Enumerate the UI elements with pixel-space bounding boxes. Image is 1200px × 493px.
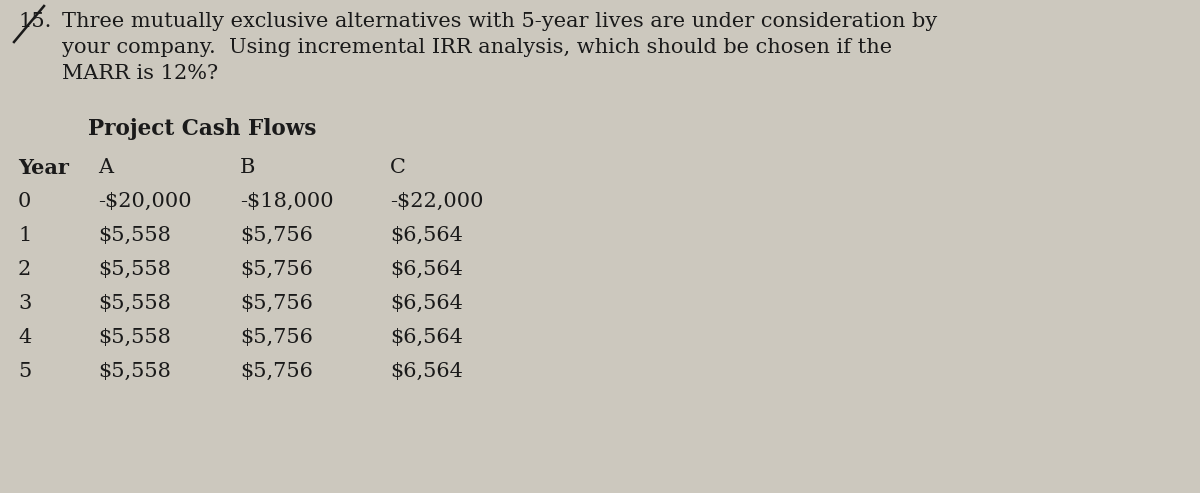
Text: C: C <box>390 158 406 177</box>
Text: 1: 1 <box>18 226 31 245</box>
Text: 15.: 15. <box>18 12 52 31</box>
Text: $5,756: $5,756 <box>240 260 313 279</box>
Text: B: B <box>240 158 256 177</box>
Text: Three mutually exclusive alternatives with 5-year lives are under consideration : Three mutually exclusive alternatives wi… <box>62 12 937 31</box>
Text: $6,564: $6,564 <box>390 294 463 313</box>
Text: $5,558: $5,558 <box>98 294 170 313</box>
Text: -$18,000: -$18,000 <box>240 192 334 211</box>
Text: -$22,000: -$22,000 <box>390 192 484 211</box>
Text: -$20,000: -$20,000 <box>98 192 192 211</box>
Text: $6,564: $6,564 <box>390 260 463 279</box>
Text: 4: 4 <box>18 328 31 347</box>
Text: MARR is 12%?: MARR is 12%? <box>62 64 218 83</box>
Text: Year: Year <box>18 158 68 178</box>
Text: $5,558: $5,558 <box>98 328 170 347</box>
Text: $5,756: $5,756 <box>240 294 313 313</box>
Text: $5,756: $5,756 <box>240 362 313 381</box>
Text: your company.  Using incremental IRR analysis, which should be chosen if the: your company. Using incremental IRR anal… <box>62 38 892 57</box>
Text: 5: 5 <box>18 362 31 381</box>
Text: $5,558: $5,558 <box>98 226 170 245</box>
Text: 2: 2 <box>18 260 31 279</box>
Text: $5,756: $5,756 <box>240 328 313 347</box>
Text: 0: 0 <box>18 192 31 211</box>
Text: $6,564: $6,564 <box>390 328 463 347</box>
Text: $5,558: $5,558 <box>98 362 170 381</box>
Text: $6,564: $6,564 <box>390 226 463 245</box>
Text: $5,756: $5,756 <box>240 226 313 245</box>
Text: $5,558: $5,558 <box>98 260 170 279</box>
Text: $6,564: $6,564 <box>390 362 463 381</box>
Text: 3: 3 <box>18 294 31 313</box>
Text: A: A <box>98 158 113 177</box>
Text: Project Cash Flows: Project Cash Flows <box>88 118 317 140</box>
